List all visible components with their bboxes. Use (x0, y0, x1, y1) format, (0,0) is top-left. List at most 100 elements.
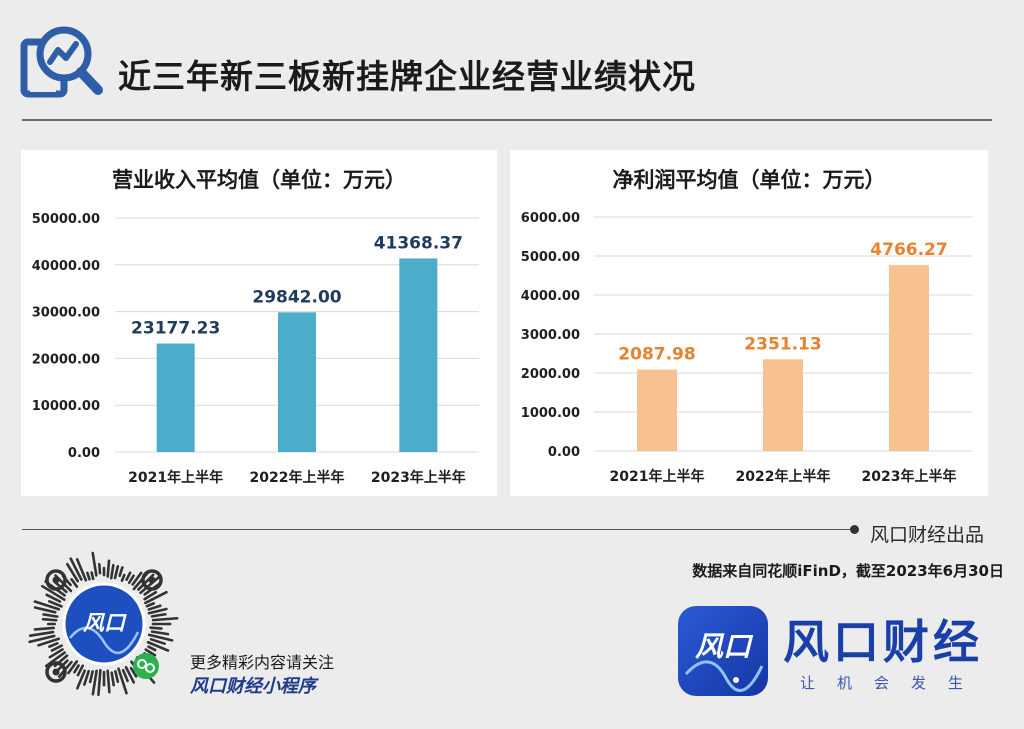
footer-divider (22, 529, 854, 530)
qr-ray (147, 645, 157, 652)
qr-ray (42, 613, 59, 618)
qr-ray (109, 563, 115, 580)
chart-search-icon (20, 26, 103, 98)
profit-bar (889, 265, 929, 451)
qr-ray (28, 634, 56, 644)
revenue-bar (278, 312, 316, 452)
qr-ray (113, 565, 120, 580)
profit-chart-title: 净利润平均值（单位：万元） (612, 168, 886, 192)
brand-slogan: 让机会发生 (800, 674, 986, 692)
qr-finder (141, 569, 163, 591)
qr-ray (91, 669, 98, 696)
qr-ray (149, 626, 163, 630)
qr-finder-dot (52, 576, 60, 584)
qr-ray (143, 590, 158, 601)
qr-ray (75, 558, 88, 582)
qr-ray (97, 562, 102, 575)
qr-ray (120, 573, 126, 582)
qr-ray (124, 665, 136, 684)
revenue-chart: 0.00 10000.00 20000.00 30000.00 40000.00 5000… (32, 212, 479, 486)
qr-ray (144, 648, 157, 657)
qr-ray (117, 667, 128, 695)
revenue-chart-panel: 营业收入平均值（单位：万元） 0.00 10000.00 20000.00 30000… (21, 150, 497, 496)
qr-ray (147, 607, 168, 615)
data-source-note: 数据来自同花顺iFinD，截至2023年6月30日 (692, 562, 1004, 580)
qr-ray (50, 644, 63, 652)
qr-ray (118, 566, 124, 578)
qr-ray (139, 575, 161, 595)
profit-chart: 0.00 1000.00 2000.00 3000.00 4000.00 5000.00 6… (521, 211, 972, 485)
qr-ray (76, 669, 86, 690)
qr-ray (73, 664, 80, 674)
qr-ray (48, 648, 64, 659)
brand-name: 风口财经 (783, 615, 983, 669)
profit-value-label: 2087.98 (618, 345, 695, 365)
qr-ray (47, 600, 63, 608)
qr-ray (147, 604, 162, 611)
qr-ray (28, 630, 55, 637)
qr-logo-text: 风口 (83, 611, 127, 635)
qr-finder (45, 661, 67, 683)
qr-ray (145, 602, 156, 608)
qr-ray (76, 664, 85, 677)
qr-ray (127, 574, 135, 585)
revenue-category-label: 2023年上半年 (371, 469, 466, 486)
brand-logo-icon: 风口 (678, 606, 768, 696)
qr-ray (66, 562, 80, 583)
revenue-y-tick-label: 10000.00 (32, 399, 100, 414)
header: 近三年新三板新挂牌企业经营业绩状况 (0, 0, 1024, 122)
qr-ray (114, 670, 120, 683)
divider-dot (850, 525, 859, 534)
qr-ray (106, 669, 111, 694)
profit-bar (637, 369, 677, 451)
qr-code-icon[interactable]: 风口 (26, 546, 182, 702)
qr-ray (33, 606, 57, 614)
revenue-y-tick-label: 40000.00 (32, 259, 100, 274)
revenue-value-label: 41368.37 (374, 233, 463, 253)
qr-ray (67, 660, 79, 675)
qr-ray (37, 637, 61, 647)
qr-finder (45, 569, 67, 591)
qr-ray (125, 571, 132, 581)
profit-y-tick-label: 1000.00 (521, 406, 580, 421)
qr-ray (41, 617, 58, 622)
revenue-y-tick-label: 50000.00 (32, 212, 100, 227)
revenue-y-tick-label: 0.00 (68, 446, 100, 461)
qr-ray (45, 593, 62, 603)
qr-ray (121, 668, 129, 683)
qr-ray (144, 590, 168, 605)
profit-value-label: 2351.13 (744, 334, 821, 354)
qr-ray (41, 584, 66, 601)
profit-y-tick-label: 4000.00 (521, 289, 580, 304)
revenue-category-label: 2022年上半年 (250, 469, 345, 486)
qr-ray (70, 578, 79, 588)
profit-category-label: 2022年上半年 (736, 468, 831, 485)
profit-category-label: 2023年上半年 (862, 468, 957, 485)
revenue-value-label: 23177.23 (131, 319, 220, 339)
page-title: 近三年新三板新挂牌企业经营业绩状况 (118, 57, 696, 96)
qr-ray (86, 571, 91, 581)
promo-text: 更多精彩内容请关注 (190, 653, 335, 672)
qr-ray (88, 670, 94, 684)
qr-ray (69, 557, 83, 581)
qr-ray (147, 633, 174, 642)
qr-ray (83, 669, 90, 686)
qr-ray (131, 571, 143, 586)
mini-program-name: 风口财经小程序 (190, 676, 316, 697)
qr-ray (33, 600, 61, 611)
header-divider (22, 119, 992, 121)
qr-ray (150, 612, 167, 618)
profit-y-tick-label: 6000.00 (521, 211, 580, 226)
revenue-bar (156, 343, 195, 452)
qr-ray (91, 551, 98, 577)
qr-finder-dot (52, 668, 60, 676)
profit-y-tick-label: 5000.00 (521, 250, 580, 265)
revenue-chart-title: 营业收入平均值（单位：万元） (112, 168, 406, 192)
qr-ray (150, 630, 170, 636)
qr-ray (48, 642, 59, 648)
profit-value-label: 4766.27 (870, 240, 947, 260)
qr-ray (97, 669, 102, 697)
profit-y-tick-label: 2000.00 (521, 367, 580, 382)
qr-ray (110, 671, 115, 687)
revenue-bar (399, 258, 438, 452)
